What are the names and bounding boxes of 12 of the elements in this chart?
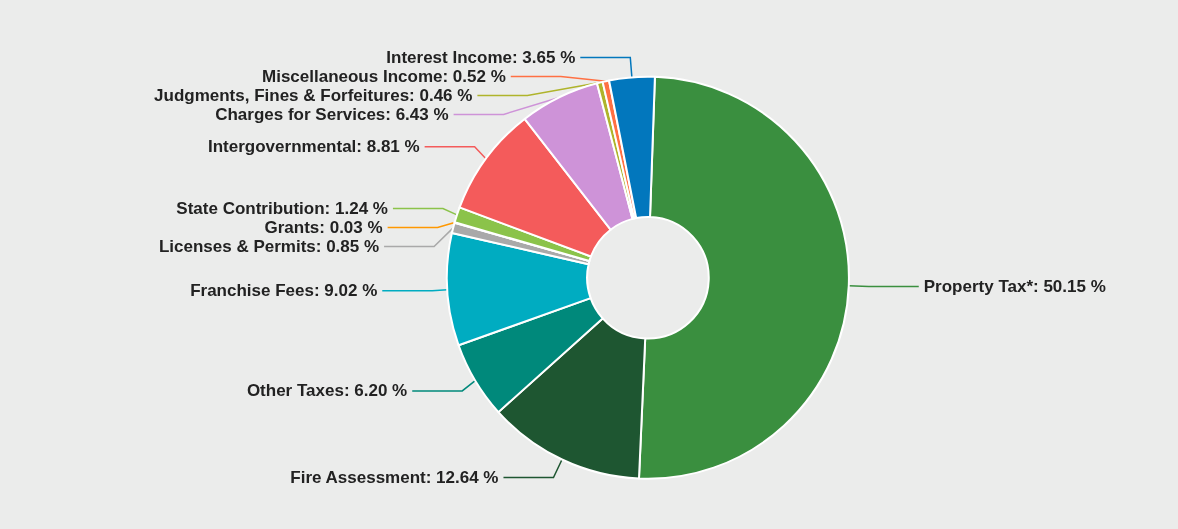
slice-label: Grants: 0.03 % [264,218,383,238]
slice-label: Interest Income: 3.65 % [386,47,576,67]
slice-label: Intergovernmental: 8.81 % [208,137,420,157]
slice-label: Other Taxes: 6.20 % [246,381,408,401]
slice-label: Licenses & Permits: 0.85 % [158,237,380,257]
slice-label: Judgments, Fines & Forfeitures: 0.46 % [154,85,473,105]
slice-label: Miscellaneous Income: 0.52 % [262,66,506,86]
slice-label: Property Tax*: 50.15 % [923,276,1106,296]
slice-label: State Contribution: 1.24 % [176,199,388,219]
slice-label: Franchise Fees: 9.02 % [190,281,378,301]
slice-label: Charges for Services: 6.43 % [215,104,449,124]
slice-label: Fire Assessment: 12.64 % [290,468,499,488]
